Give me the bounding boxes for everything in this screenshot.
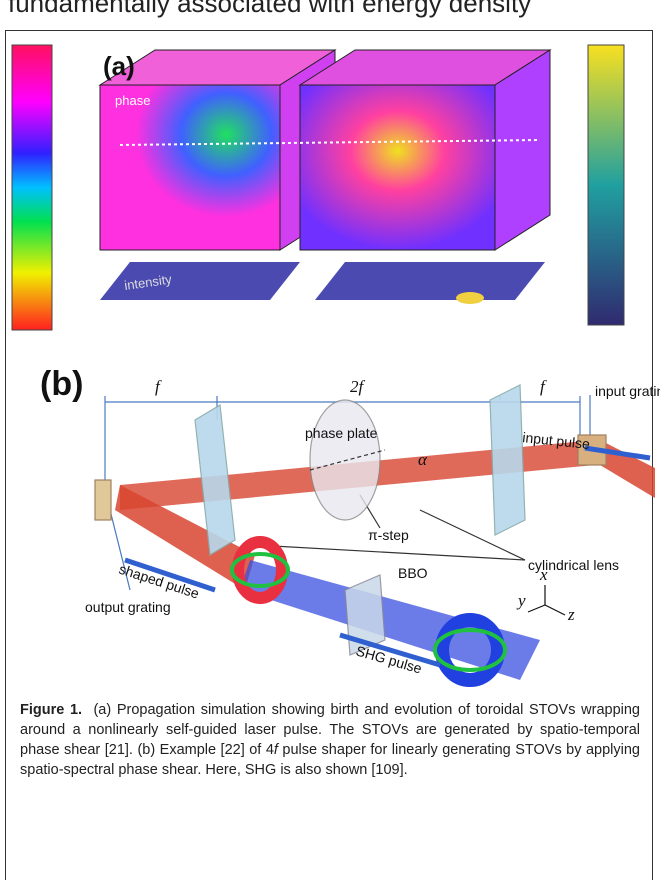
panel-b: (b) f 2f f input grating input pulse pha…	[40, 365, 660, 687]
vortex-arrow	[230, 552, 290, 588]
figure-frame	[5, 30, 653, 880]
caption: Figure 1. (a) Propagation simulation sho…	[20, 700, 640, 780]
label-bbo: BBO	[398, 565, 428, 581]
label-phase: phase	[115, 93, 150, 108]
label-cylindrical-lens: cylindrical lens	[528, 557, 619, 573]
lens	[194, 404, 236, 556]
label-alpha: α	[418, 450, 428, 469]
label-f: f	[155, 377, 162, 396]
label-pi-step: π-step	[368, 527, 409, 543]
arrow-shg	[339, 632, 441, 668]
axis-y: y	[516, 591, 526, 610]
torus	[435, 613, 505, 687]
panel-a: (a) phase intensity	[11, 44, 625, 331]
beam-shaped	[115, 485, 255, 590]
caption-italic: f	[273, 742, 278, 758]
beam-input	[600, 440, 655, 498]
lens	[489, 384, 526, 536]
label-input-pulse: input pulse	[522, 429, 591, 452]
label-2f: 2f	[350, 377, 366, 396]
label-input-grating: input grating	[595, 383, 660, 399]
bbo	[344, 574, 386, 656]
axis-x: x	[539, 565, 548, 584]
box-side	[494, 49, 551, 251]
intensity-plane	[315, 262, 545, 300]
colorbar-phase	[11, 44, 53, 331]
intensity-spot	[456, 292, 484, 304]
figure: (a) phase intensity (b) f 2f f input gra…	[11, 44, 660, 687]
arrow-shaped	[124, 557, 216, 593]
torus	[232, 536, 288, 604]
label-output-grating: output grating	[85, 599, 171, 615]
intensity-plane	[100, 262, 300, 300]
label-f: f	[540, 377, 547, 396]
axis-line	[119, 139, 541, 146]
colorbar-intensity	[587, 44, 625, 326]
label-phase-plate: phase plate	[305, 425, 378, 441]
header-text: fundamentally associated with energy den…	[8, 0, 532, 18]
axis-z: z	[567, 605, 575, 624]
caption-label: Figure 1.	[20, 702, 83, 718]
output-grating	[94, 479, 112, 521]
box-front	[299, 84, 496, 251]
panel-label: (a)	[103, 51, 135, 81]
pi-step-line	[309, 449, 386, 471]
caption-text: pulse shaper for linearly generating STO…	[20, 742, 640, 778]
phase-plate	[309, 399, 381, 521]
label-intensity: intensity	[123, 271, 173, 293]
vortex-arrow	[433, 628, 507, 672]
box-front	[99, 84, 281, 251]
caption-text: (a) Propagation simulation showing birth…	[20, 702, 640, 758]
beam-shg	[240, 560, 540, 680]
panel-label: (b)	[40, 365, 83, 403]
arrow-input	[584, 445, 651, 461]
